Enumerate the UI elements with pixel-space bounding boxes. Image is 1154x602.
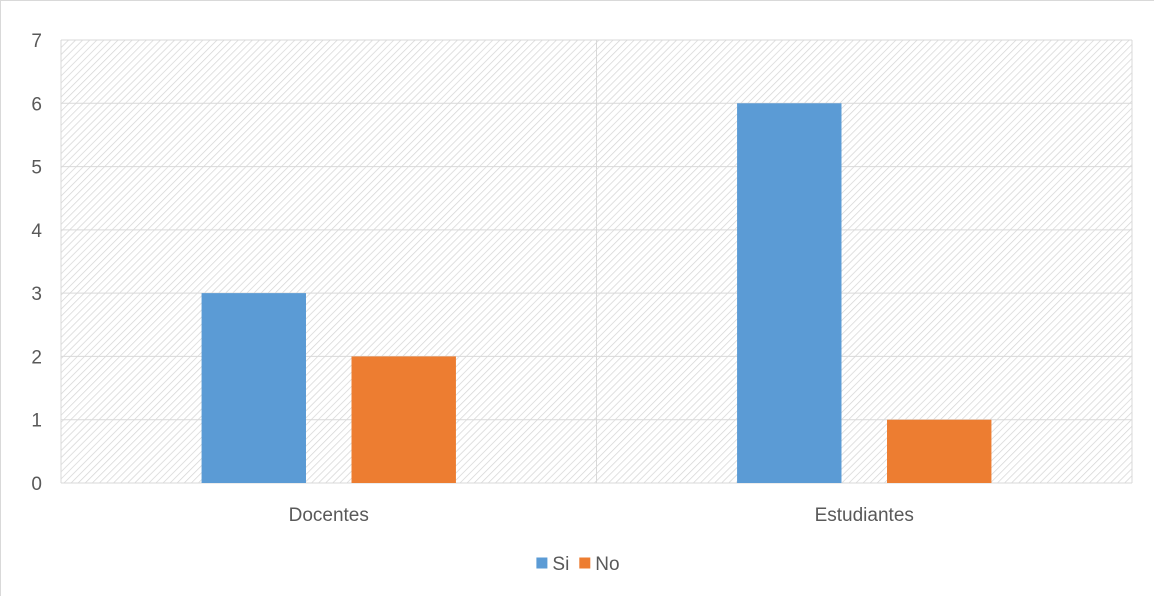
y-tick-label: 1 [31, 411, 42, 432]
legend-swatch-si[interactable] [536, 557, 548, 569]
y-tick-label: 3 [31, 284, 42, 305]
x-category-label: Estudiantes [815, 505, 914, 526]
y-tick-label: 4 [31, 221, 42, 242]
y-tick-label: 7 [31, 31, 42, 52]
bar-si-estudiantes[interactable] [737, 103, 842, 484]
y-tick-label: 6 [31, 94, 42, 115]
legend-label-si[interactable]: Si [552, 554, 569, 575]
bar-no-estudiantes[interactable] [887, 419, 992, 483]
bar-no-docentes[interactable] [351, 356, 456, 483]
x-category-label: Docentes [289, 505, 369, 526]
y-tick-label: 5 [31, 158, 42, 179]
legend-swatch-no[interactable] [579, 557, 591, 569]
bar-si-docentes[interactable] [201, 293, 306, 483]
legend-label-no[interactable]: No [595, 554, 619, 575]
y-tick-label: 0 [31, 474, 42, 495]
y-tick-label: 2 [31, 347, 42, 368]
